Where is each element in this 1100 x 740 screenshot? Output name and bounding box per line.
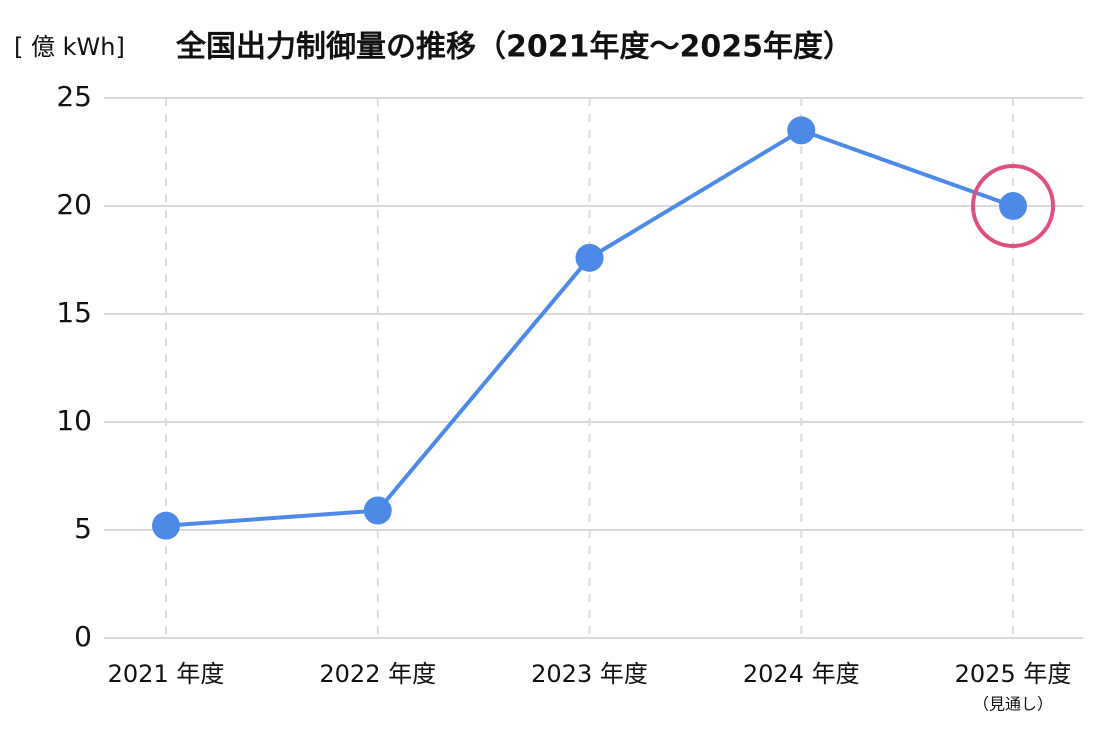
point <box>152 511 180 540</box>
x-tick-label: 2023 年度 <box>531 660 648 688</box>
x-tick-label: 2024 年度 <box>743 660 860 688</box>
x-tick-label: 2025 年度 <box>955 660 1072 688</box>
y-tick-label: 5 <box>74 512 92 545</box>
point <box>363 496 392 525</box>
point <box>999 192 1027 220</box>
y-tick-label: 20 <box>56 188 92 221</box>
highlight-ring <box>971 164 1055 248</box>
chart-title: 全国出力制御量の推移（2021年度〜2025年度） <box>175 30 853 65</box>
x-tick-label: 2021 年度 <box>108 660 225 688</box>
y-tick-label: 15 <box>56 296 92 329</box>
y-tick-label: 25 <box>56 80 92 113</box>
x-tick-label: 2022 年度 <box>319 660 436 688</box>
y-tick-label: 10 <box>56 404 92 437</box>
x-tick-note: （見通し） <box>973 695 1053 714</box>
point <box>575 243 604 272</box>
y-tick-label: 0 <box>74 620 92 653</box>
y-axis-unit: [ 億 kWh] <box>14 33 125 61</box>
point <box>787 116 816 145</box>
